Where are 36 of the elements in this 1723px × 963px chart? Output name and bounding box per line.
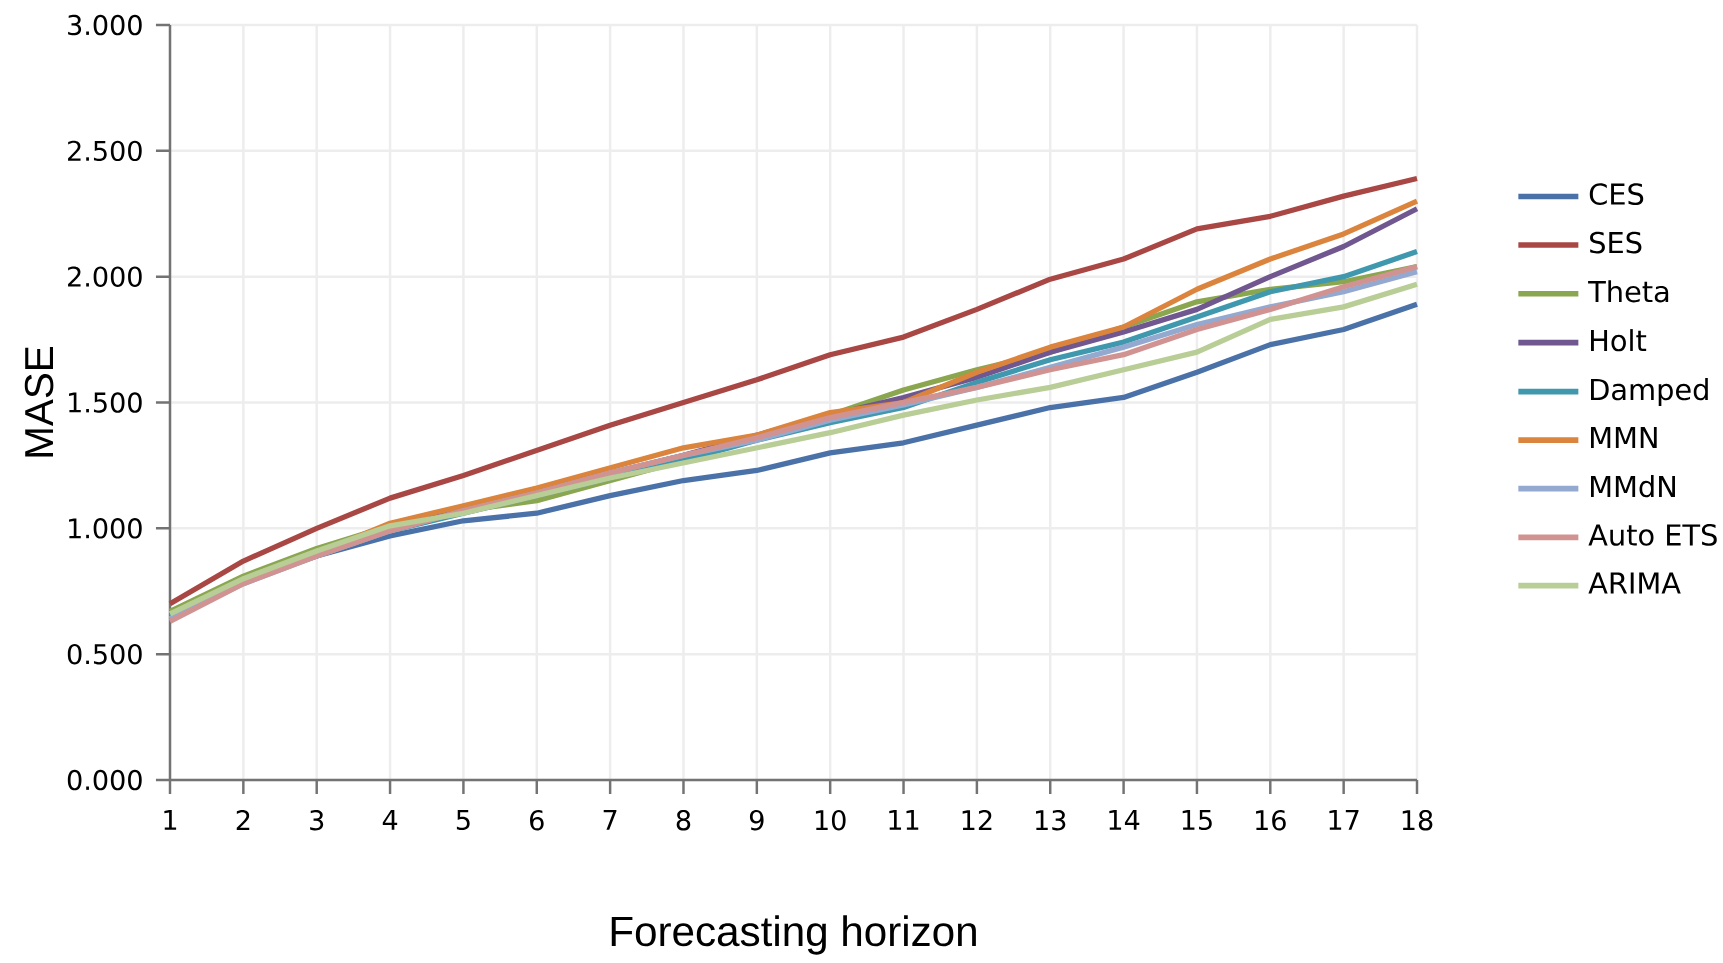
x-tick-label: 7 [603, 809, 617, 830]
legend-label: Auto ETS [1588, 524, 1717, 546]
x-tick-label: 2 [236, 810, 250, 831]
y-tick-label: 1.000 [69, 518, 142, 539]
y-tick-label: 2.500 [68, 140, 142, 162]
x-tick-label: 12 [962, 810, 992, 831]
x-tick-label: 13 [1036, 810, 1066, 831]
y-tick-label: 0.500 [67, 643, 142, 665]
y-tick-label: 1.500 [69, 392, 142, 413]
x-tick-label: 10 [815, 810, 846, 831]
x-tick-label: 14 [1109, 809, 1140, 830]
x-tick-label: 5 [456, 809, 470, 831]
y-tick-label: 0.000 [67, 769, 142, 791]
legend-label: CES [1589, 183, 1644, 205]
legend-label: ARIMA [1588, 572, 1681, 594]
x-tick-label: 3 [310, 810, 324, 831]
legend-label: MMN [1591, 427, 1657, 449]
y-tick-label: 2.000 [68, 266, 142, 287]
x-tick-label: 4 [382, 809, 398, 830]
legend-label: SES [1590, 231, 1642, 254]
legend-label: MMdN [1591, 475, 1675, 498]
x-tick-label: 17 [1329, 809, 1359, 830]
x-tick-label: 9 [749, 810, 764, 831]
x-tick-label: 16 [1256, 810, 1286, 831]
legend-label: Theta [1588, 280, 1669, 303]
x-axis-title: Forecasting horizon [611, 915, 976, 955]
y-tick-label: 3.000 [68, 14, 142, 36]
x-tick-label: 11 [889, 809, 919, 830]
x-tick-label: 6 [530, 810, 544, 831]
legend-label: Damped [1591, 378, 1708, 406]
legend-label: Holt [1591, 329, 1647, 352]
x-tick-label: 8 [676, 810, 691, 831]
x-tick-label: 18 [1402, 810, 1433, 831]
x-tick-label: 15 [1182, 809, 1212, 831]
y-axis-title: MASE [24, 347, 54, 457]
x-tick-label: 1 [164, 809, 177, 830]
